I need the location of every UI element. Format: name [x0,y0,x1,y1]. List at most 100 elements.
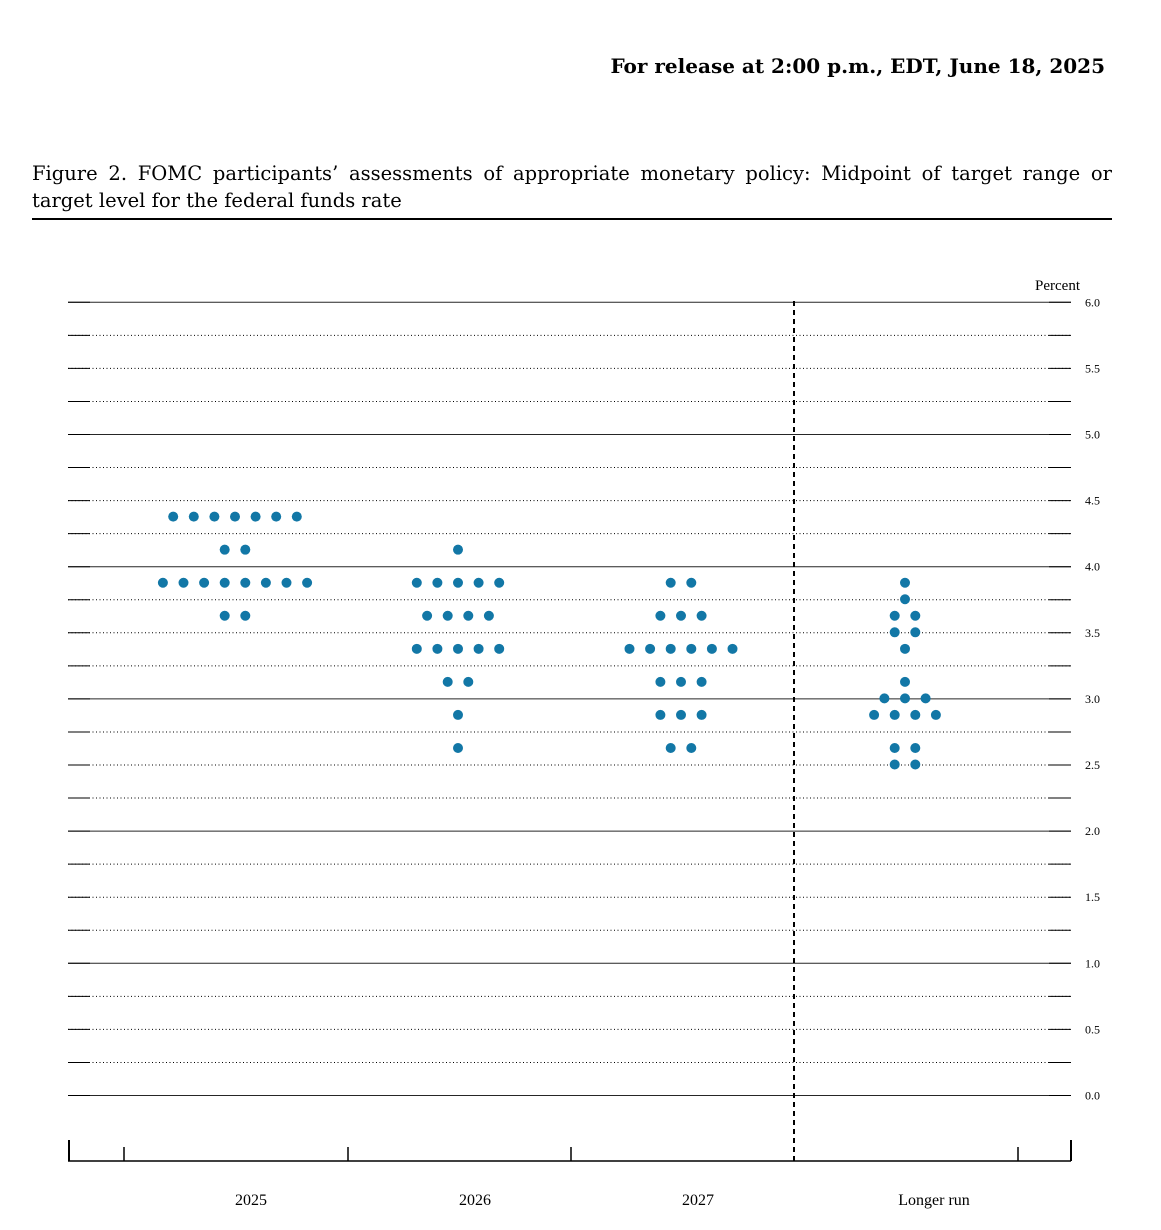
x-axis [68,1140,1072,1162]
participant-dot [199,577,210,588]
participant-dot [411,643,422,654]
y-tick-label: 1.0 [1085,956,1100,970]
participant-dot [665,643,676,654]
participant-dot [920,693,931,704]
participant-dot [696,709,707,720]
x-category-label: 2026 [459,1192,491,1209]
participant-dot [889,627,900,638]
y-tick-label: 4.0 [1085,560,1100,574]
participant-dot [900,643,910,654]
participant-dot [453,544,463,555]
participant-dot [281,577,292,588]
participant-dot [453,577,463,588]
caption-rule [32,218,1112,220]
participant-dot [432,643,443,654]
participant-dot [240,544,251,555]
participant-dot [291,511,302,522]
participant-dot [432,577,443,588]
participant-dot [696,610,707,621]
participant-dot [624,643,635,654]
participant-dot [463,610,474,621]
participant-dot [240,610,251,621]
participant-dot [271,511,282,522]
participant-dot [706,643,717,654]
participant-dot [676,610,686,621]
figure-caption: Figure 2. FOMC participants’ assessments… [32,162,1112,212]
participant-dot [209,511,220,522]
participant-dot [900,693,910,704]
participant-dot [696,676,707,687]
dots [157,511,941,770]
participant-dot [411,577,422,588]
y-tick-label: 5.0 [1085,428,1100,442]
x-category-label: 2025 [235,1192,267,1209]
participant-dot [219,610,230,621]
participant-dot [178,577,189,588]
participant-dot [665,742,676,753]
y-tick-label: 2.0 [1085,824,1100,838]
participant-dot [910,610,921,621]
y-tick-label: 2.5 [1085,758,1100,772]
y-tick-label: 5.5 [1085,361,1100,375]
participant-dot [910,709,921,720]
release-notice: For release at 2:00 p.m., EDT, June 18, … [610,54,1105,78]
participant-dot [453,742,463,753]
participant-dot [655,610,666,621]
participant-dot [665,577,676,588]
participant-dot [463,676,474,687]
participant-dot [494,643,505,654]
participant-dot [930,709,941,720]
participant-dot [302,577,313,588]
participant-dot [889,759,900,770]
x-category-label: 2027 [682,1192,714,1209]
y-tick-label: 6.0 [1085,295,1100,309]
participant-dot [453,643,463,654]
participant-dot [483,610,494,621]
participant-dot [157,577,168,588]
participant-dot [686,742,697,753]
x-axis-category-labels: 2025 2026 2027 Longer run [235,1192,970,1209]
y-axis-label: Percent [1035,278,1081,294]
participant-dot [422,610,433,621]
participant-dot [219,577,230,588]
participant-dot [442,610,453,621]
participant-dot [655,709,666,720]
participant-dot [188,511,199,522]
participant-dot [676,709,686,720]
participant-dot [260,577,271,588]
participant-dot [889,610,900,621]
participant-dot [655,676,666,687]
participant-dot [910,742,921,753]
participant-dot [889,709,900,720]
participant-dot [869,709,880,720]
y-tick-label: 0.0 [1085,1089,1100,1103]
participant-dot [686,577,697,588]
participant-dot [910,627,921,638]
participant-dot [686,643,697,654]
y-tick-label: 4.5 [1085,494,1100,508]
participant-dot [900,594,910,605]
participant-dot [250,511,261,522]
participant-dot [910,759,921,770]
participant-dot [230,511,240,522]
participant-dot [727,643,738,654]
participant-dot [645,643,656,654]
participant-dot [442,676,453,687]
participant-dot [879,693,890,704]
participant-dot [900,577,910,588]
participant-dot [168,511,179,522]
participant-dot [219,544,230,555]
participant-dot [676,676,686,687]
participant-dot [453,709,463,720]
y-axis-ticks: 0.0 0.5 1.0 1.5 2.0 2.5 3.0 3.5 4.0 4.5 5.0 5.5 6.0 [1085,295,1100,1102]
participant-dot [240,577,251,588]
y-tick-label: 3.5 [1085,626,1100,640]
participant-dot [473,577,484,588]
x-category-label: Longer run [898,1192,970,1209]
participant-dot [494,577,505,588]
participant-dot [900,676,910,687]
participant-dot [889,742,900,753]
y-tick-label: 3.0 [1085,692,1100,706]
participant-dot [473,643,484,654]
